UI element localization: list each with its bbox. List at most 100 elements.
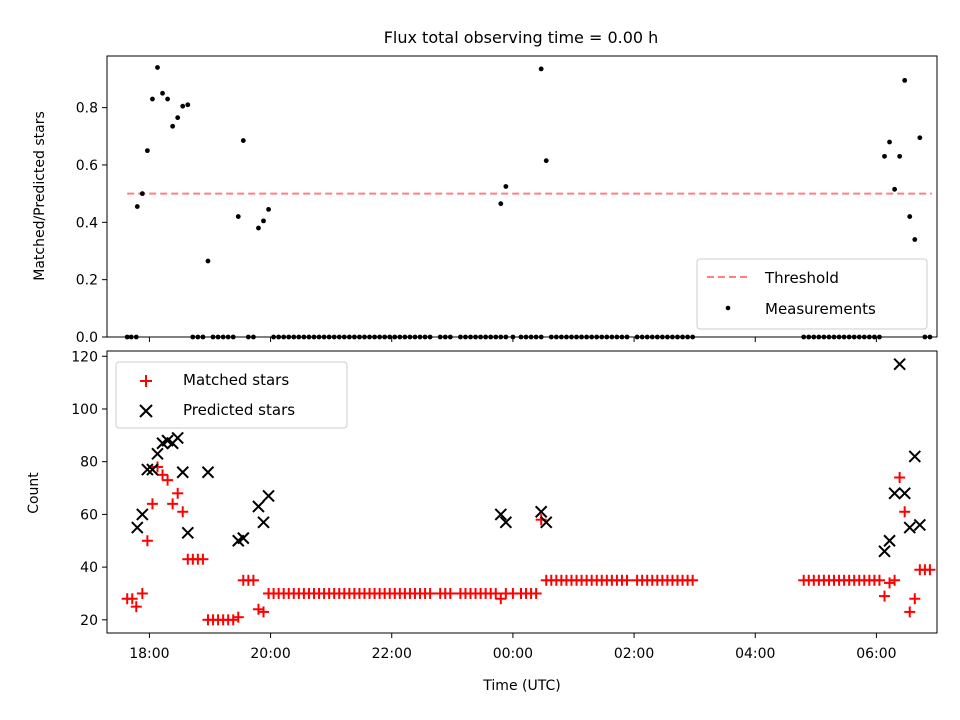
measurement-point [160, 90, 165, 96]
x-tick-label: 04:00 [735, 646, 775, 662]
predicted-star-point [257, 516, 270, 529]
matched-star-point [530, 587, 542, 599]
matched-star-point [252, 603, 264, 615]
matched-star-point [909, 593, 921, 605]
measurement-point [175, 115, 181, 121]
measurement-point [266, 207, 271, 212]
predicted-star-point [499, 516, 513, 529]
measurement-point [155, 65, 160, 70]
predicted-star-point [494, 508, 508, 521]
predicted-star-point [237, 531, 250, 545]
top-plot-matched-predicted-ratio: 0.00.20.40.60.8 Matched/Predicted stars … [32, 55, 938, 346]
legend-threshold-label: Threshold [764, 269, 839, 287]
bottom-y-tick-label: 20 [80, 613, 98, 629]
x-tick-label: 18:00 [129, 646, 169, 662]
matched-star-point [157, 469, 169, 481]
measurement-point [205, 258, 211, 264]
x-tick-label: 20:00 [250, 646, 290, 662]
measurement-point [170, 123, 176, 129]
measurement-point [185, 102, 191, 108]
measurement-point [882, 153, 887, 159]
bottom-legend: Matched stars Predicted stars [115, 361, 348, 429]
matched-star-point [136, 587, 148, 599]
matched-star-point [444, 587, 456, 599]
legend-matched-label: Matched stars [183, 371, 289, 389]
predicted-star-point [181, 526, 194, 540]
bottom-y-tick-label: 40 [80, 560, 98, 576]
matched-star-point [873, 574, 885, 586]
measurement-point [261, 218, 266, 224]
top-legend: Threshold Measurements [696, 258, 928, 330]
matched-star-point [247, 574, 259, 586]
measurement-point [538, 66, 544, 72]
bottom-plot-frame [106, 350, 938, 634]
measurement-point [144, 148, 150, 154]
bottom-y-tick-label: 100 [71, 402, 98, 418]
bottom-plot-counts: 20 40 60 80 100 120 18:00 20:00 22:00 00:00 02:00 0… [26, 349, 938, 694]
x-tick-label: 22:00 [372, 646, 412, 662]
measurement-point [240, 138, 246, 143]
predicted-star-point [878, 545, 891, 558]
matched-star-point [424, 587, 436, 599]
bottom-y-axis-label: Count [26, 472, 42, 514]
bottom-legend-box [115, 361, 348, 429]
measurement-point [235, 214, 241, 219]
measurement-point [150, 96, 155, 102]
matched-star-point [126, 593, 138, 605]
x-tick-label: 06:00 [856, 646, 896, 662]
matched-star-point [197, 553, 209, 565]
top-y-tick-label: 0.4 [76, 215, 98, 231]
matched-star-point [141, 535, 153, 547]
measurement-point [165, 96, 170, 102]
top-plot-frame [106, 55, 938, 338]
predicted-star-point [136, 508, 149, 521]
matched-star-point [924, 564, 936, 576]
predicted-star-point [908, 450, 921, 463]
legend-measurements-label: Measurements [765, 300, 876, 318]
chart-title: Flux total observing time = 0.00 h [384, 28, 659, 47]
predicted-star-point [151, 447, 164, 460]
matched-star-point [146, 498, 158, 510]
bottom-plot-matched-stars [121, 461, 936, 626]
matched-star-point [162, 474, 174, 486]
matched-star-point [889, 574, 901, 586]
measurement-point [902, 77, 908, 83]
matched-star-point [621, 574, 633, 586]
measurement-point [180, 103, 186, 109]
top-y-tick-label: 0.6 [76, 158, 98, 174]
matched-star-point [172, 487, 184, 499]
measurement-point [912, 237, 918, 242]
bottom-y-tick-label: 80 [80, 455, 98, 471]
measurement-point [887, 139, 892, 145]
x-tick-label: 02:00 [614, 646, 654, 662]
measurement-point [543, 158, 549, 164]
legend-matched-swatch [140, 375, 152, 387]
matched-star-point [232, 611, 244, 623]
matched-star-point [904, 606, 916, 618]
legend-predicted-label: Predicted stars [183, 401, 295, 419]
predicted-star-point [898, 487, 911, 500]
legend-predicted-swatch [139, 404, 153, 418]
measurement-point [907, 214, 913, 219]
top-y-tick-label: 0.0 [76, 330, 98, 346]
predicted-star-point [540, 516, 553, 529]
matched-star-point [899, 506, 911, 518]
measurement-point [897, 153, 903, 159]
legend-measurements-swatch [725, 305, 731, 311]
predicted-star-point [201, 466, 215, 479]
matched-star-point [884, 577, 896, 589]
predicted-star-point [171, 431, 184, 445]
predicted-star-point [131, 521, 144, 534]
matched-star-point [258, 606, 270, 618]
predicted-star-point [141, 463, 154, 476]
measurement-point [892, 186, 897, 192]
measurement-point [503, 184, 509, 189]
measurement-point [139, 191, 145, 197]
matched-star-point [167, 498, 179, 510]
predicted-star-point [176, 466, 189, 479]
top-y-tick-label: 0.8 [76, 101, 98, 117]
measurement-point [256, 225, 261, 231]
matched-star-point [495, 593, 507, 605]
bottom-y-tick-label: 120 [71, 349, 98, 365]
